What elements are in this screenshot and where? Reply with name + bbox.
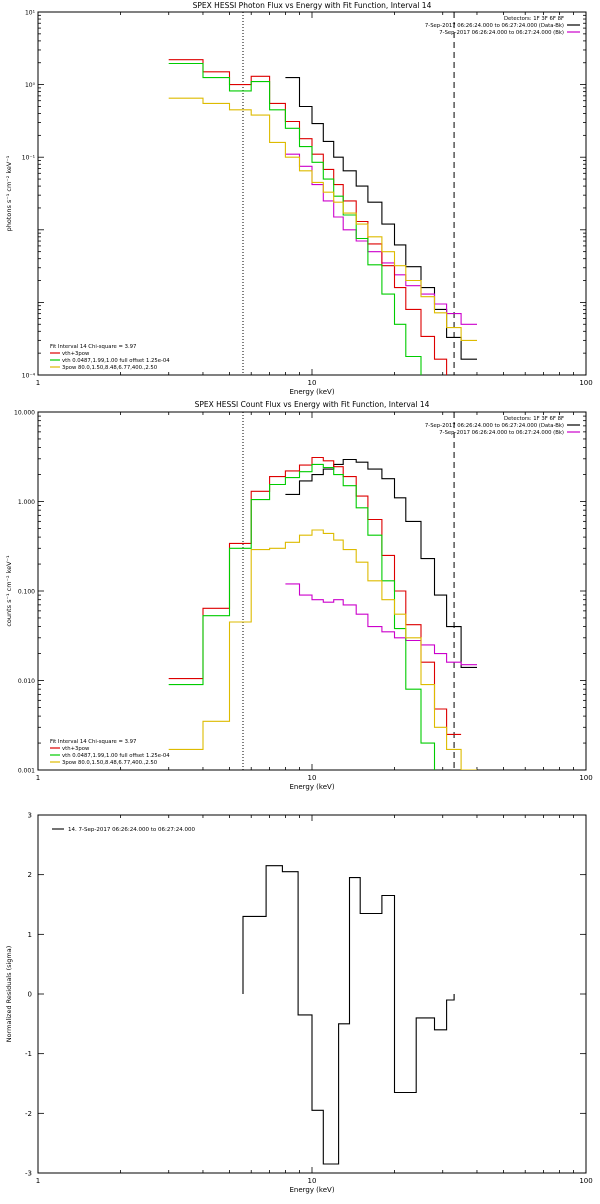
- legend-bottom-entry: vth+3pow: [62, 351, 90, 357]
- y-tick-label: 10¹: [25, 10, 36, 17]
- y-tick-label: 10⁻¹: [22, 155, 36, 162]
- series-line-1: [242, 865, 455, 1165]
- plot-frame: [37, 814, 587, 1174]
- y-axis-label: Normalized Residuals (sigma): [5, 946, 13, 1043]
- x-tick-label: 10: [308, 1177, 317, 1185]
- x-axis-label: Energy (keV): [289, 388, 334, 396]
- x-tick-label: 100: [579, 1177, 592, 1185]
- y-axis-label: counts s⁻¹ cm⁻² keV⁻¹: [5, 555, 13, 627]
- x-tick-label: 1: [36, 1177, 40, 1185]
- x-axis-label: Energy (keV): [289, 1186, 334, 1194]
- series-line-1: [285, 458, 477, 668]
- legend-top-entry: Detectors: 1F 3F 6F 8F: [504, 416, 564, 422]
- x-tick-label: 1: [36, 774, 40, 782]
- y-axis-label: photons s⁻¹ cm⁻² keV⁻¹: [5, 155, 13, 231]
- series-line-2: [285, 153, 477, 325]
- legend-top-entry: 7-Sep-2017 06:26:24.000 to 06:27:24.000 …: [425, 23, 564, 29]
- x-axis-label: Energy (keV): [289, 783, 334, 791]
- plot-area: [242, 865, 455, 1165]
- chart-panel-3: 1 10 100 Energy (keV) -3 -2 -1 0 1 2 3 Normalized R…: [5, 812, 593, 1195]
- y-tick-label: 0.001: [18, 768, 35, 775]
- series-line-4: [168, 463, 436, 770]
- y-tick-label: 0: [28, 991, 32, 999]
- legend-bottom-entry: vth+3pow: [62, 746, 90, 752]
- residual-legend-entry: 14. 7-Sep-2017 06:26:24.000 to 06:27:24.…: [68, 827, 195, 833]
- legend-bottom-entry: vth 0.0487,1.99,1.00 full offset 1.25e-0…: [62, 753, 170, 759]
- legend-bottom-entry: vth 0.0487,1.99,1.00 full offset 1.25e-0…: [62, 358, 170, 364]
- chart-title: SPEX HESSI Photon Flux vs Energy with Fi…: [193, 1, 432, 10]
- legend-top-entry: 7-Sep-2017 06:26:24.000 to 06:27:24.000 …: [425, 423, 564, 429]
- y-tick-label: -3: [25, 1170, 32, 1178]
- series-line-5: [168, 97, 477, 341]
- series-line-3: [168, 456, 462, 735]
- x-tick-label: 10: [308, 379, 317, 387]
- legend-bottom-entry: Fit Interval 14 Chi-square = 3.97: [50, 739, 136, 745]
- series-line-2: [285, 583, 477, 666]
- x-tick-label: 100: [579, 379, 592, 387]
- chart-panel-1: SPEX HESSI Photon Flux vs Energy with Fi…: [5, 1, 593, 396]
- plot-frame: [37, 11, 587, 376]
- y-tick-label: 10⁰: [25, 82, 36, 89]
- legend-bottom-entry: 3pow 80.0,1.50,8.48,6.77,400.,2.50: [62, 760, 158, 766]
- series-line-1: [285, 77, 477, 360]
- y-tick-label: 0.010: [18, 678, 35, 685]
- x-tick-label: 1: [36, 379, 40, 387]
- y-tick-label: -2: [25, 1110, 32, 1118]
- chart-panel-2: SPEX HESSI Count Flux vs Energy with Fit…: [5, 400, 593, 791]
- series-line-5: [168, 529, 477, 770]
- y-tick-label: -1: [25, 1050, 32, 1058]
- y-tick-label: 10.000: [14, 410, 35, 417]
- chart-title: SPEX HESSI Count Flux vs Energy with Fit…: [195, 400, 430, 409]
- y-tick-label: 10⁻⁴: [22, 373, 36, 380]
- plot-area: [168, 456, 477, 770]
- legend-top-entry: 7-Sep-2017 06:26:24.000 to 06:27:24.000 …: [439, 430, 564, 436]
- legend-top-entry: Detectors: 1F 3F 6F 8F: [504, 16, 564, 22]
- legend-bottom-entry: 3pow 80.0,1.50,8.48,6.77,400.,2.50: [62, 365, 158, 371]
- plot-area: [168, 59, 477, 375]
- y-tick-label: 3: [28, 812, 32, 820]
- series-line-4: [168, 62, 422, 375]
- x-tick-label: 10: [308, 774, 317, 782]
- legend-top-entry: 7-Sep-2017 06:26:24.000 to 06:27:24.000 …: [439, 30, 564, 36]
- series-line-3: [168, 59, 448, 375]
- y-tick-label: 1.000: [18, 499, 35, 506]
- y-tick-label: 1: [28, 931, 32, 939]
- legend-bottom-entry: Fit Interval 14 Chi-square = 3.97: [50, 344, 136, 350]
- y-tick-label: 0.100: [18, 589, 35, 596]
- x-tick-label: 100: [579, 774, 592, 782]
- y-tick-label: 2: [28, 871, 32, 879]
